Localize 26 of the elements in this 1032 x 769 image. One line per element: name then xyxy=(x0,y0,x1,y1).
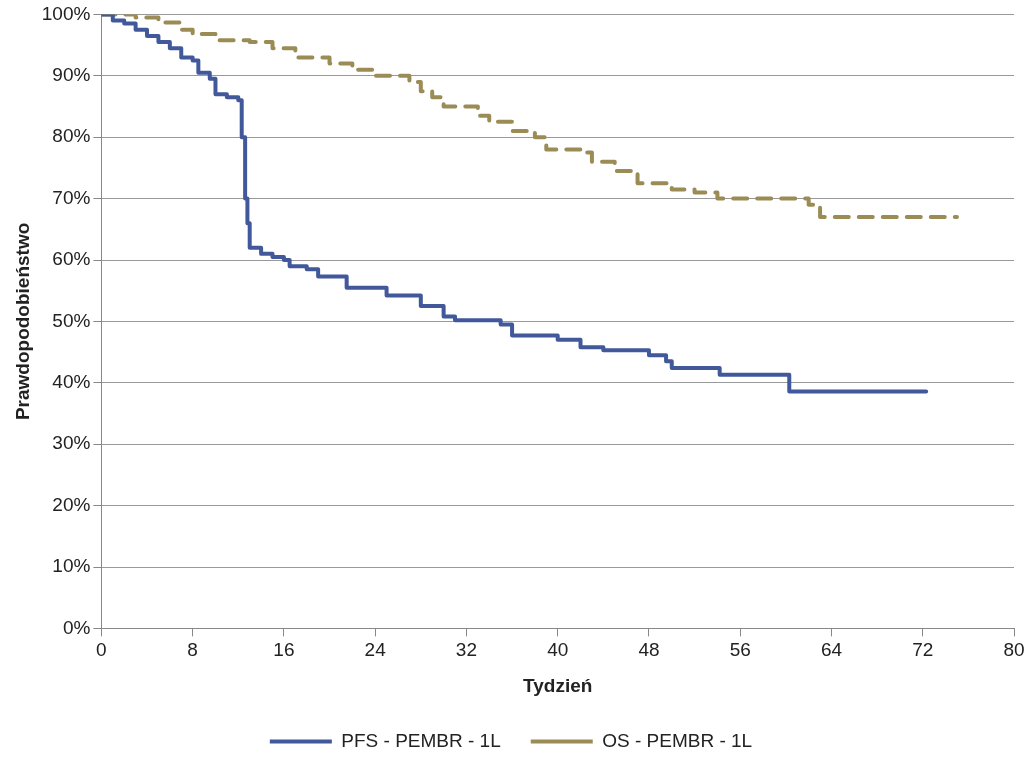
legend-label: PFS - PEMBR - 1L xyxy=(341,729,501,751)
y-tick-label: 90% xyxy=(52,64,91,86)
x-tick-label: 40 xyxy=(547,639,569,661)
x-tick-label: 32 xyxy=(455,639,478,661)
x-tick-label: 8 xyxy=(187,639,198,661)
y-tick-label: 30% xyxy=(52,432,91,454)
y-axis-title: Prawdopodobieństwo xyxy=(11,222,33,421)
y-tick-label: 60% xyxy=(52,248,91,270)
x-axis-title: Tydzień xyxy=(523,674,593,696)
y-tick-label: 20% xyxy=(52,493,91,515)
y-tick-label: 100% xyxy=(41,2,91,24)
y-tick-label: 0% xyxy=(62,616,91,638)
y-tick-label: 10% xyxy=(52,555,91,577)
x-tick-label: 0 xyxy=(96,639,107,661)
x-tick-label: 24 xyxy=(364,639,387,661)
y-tick-label: 50% xyxy=(52,309,91,331)
x-tick-label: 56 xyxy=(729,639,751,661)
x-tick-label: 64 xyxy=(820,639,843,661)
x-tick-label: 48 xyxy=(638,639,660,661)
y-tick-label: 70% xyxy=(52,186,91,208)
x-tick-label: 80 xyxy=(1003,639,1025,661)
y-tick-label: 80% xyxy=(52,125,91,147)
x-tick-label: 72 xyxy=(912,639,934,661)
legend-label: OS - PEMBR - 1L xyxy=(602,729,753,751)
x-tick-label: 16 xyxy=(273,639,295,661)
y-tick-label: 40% xyxy=(52,371,91,393)
